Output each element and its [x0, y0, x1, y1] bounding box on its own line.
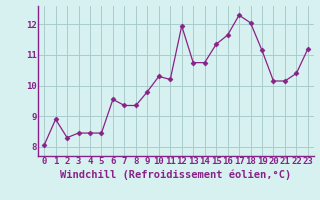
X-axis label: Windchill (Refroidissement éolien,°C): Windchill (Refroidissement éolien,°C)	[60, 169, 292, 180]
